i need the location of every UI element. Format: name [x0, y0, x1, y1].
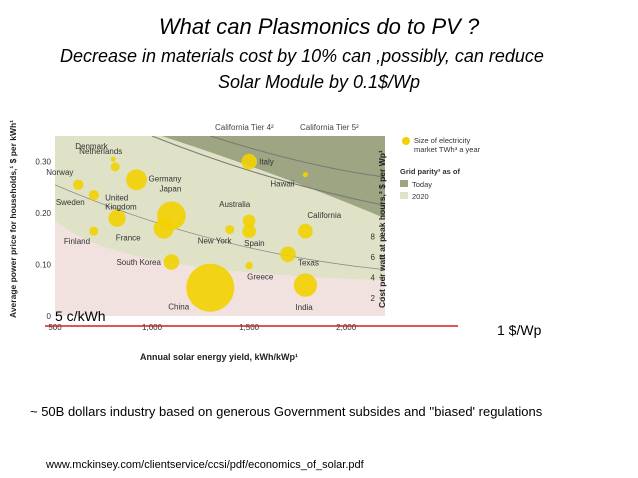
point-label: China: [168, 303, 189, 312]
bubble-hawaii: [302, 171, 309, 178]
bubble-spain: [242, 224, 256, 239]
x-tick-label: 1,000: [142, 323, 163, 332]
point-label: Netherlands: [79, 147, 122, 156]
bubble-texas: [280, 246, 296, 263]
x-axis-ticks: 500 1,000 1,500 2,000: [48, 323, 356, 332]
y2-tick-label: 8: [371, 232, 376, 241]
y2-axis-label: Cost per watt at peak hours,³ $ per Wp¹: [377, 150, 387, 308]
y2-tick-label: 4: [371, 273, 376, 282]
point-label: Hawaii: [270, 180, 294, 189]
point-label: Denmark: [75, 142, 108, 151]
curve-label-tier4: California Tier 4²: [215, 123, 274, 132]
bubble-norway: [73, 179, 84, 191]
y2-axis-ticks: 2 4 6 8: [371, 232, 385, 303]
y-axis-ticks: 0 0.10 0.20 0.30: [35, 158, 51, 321]
slide-title: What can Plasmonics do to PV ?: [158, 14, 480, 39]
source-url: www.mckinsey.com/clientservice/ccsi/pdf/…: [46, 459, 364, 471]
bubble-australia: [242, 214, 256, 228]
point-label: Sweden: [56, 198, 85, 207]
y-tick-label: 0: [47, 312, 52, 321]
legend-today-label: Today: [412, 180, 432, 189]
bubble-united-kingdom: [108, 209, 126, 227]
point-label: United Kingdom: [105, 193, 137, 211]
bubble-netherlands: [110, 162, 120, 172]
cost-curve: [55, 184, 385, 271]
x-tick-label: 2,000: [336, 323, 357, 332]
y2-tick-label: 6: [371, 253, 376, 262]
bubbles: [73, 153, 318, 312]
footnote: ~ 50B dollars industry based on generous…: [30, 404, 543, 419]
california-tier4-curve: [151, 136, 385, 206]
point-label: California: [307, 211, 341, 220]
bubble-sweden: [88, 189, 100, 201]
point-label: Spain: [244, 239, 264, 248]
curve-label-tier5: California Tier 5²: [300, 123, 359, 132]
grid-parity-today-zone: [161, 136, 385, 219]
point-label: New York: [198, 237, 233, 246]
legend-2020-swatch: [400, 192, 408, 199]
bubble-finland: [89, 226, 99, 236]
point-label: France: [116, 234, 141, 243]
y-axis-label: Average power price for households,¹ $ p…: [8, 120, 18, 318]
bubble-south-korea: [163, 254, 180, 270]
point-label: Finland: [64, 237, 90, 246]
slide-subtitle-line2: Solar Module by 0.1$/Wp: [217, 72, 421, 92]
point-label: Texas: [298, 258, 319, 267]
legend-parity-title: Grid parity³ as of: [400, 167, 461, 176]
bubble-china: [186, 263, 235, 312]
right-marker-label: 1 $/Wp: [497, 322, 542, 338]
bubble-india: [293, 273, 318, 297]
slide-subtitle-line1: Decrease in materials cost by 10% can ,p…: [60, 46, 544, 66]
legend-bubble-icon: [402, 137, 410, 145]
y-tick-label: 0.30: [35, 158, 51, 167]
bubble-california: [298, 223, 313, 239]
point-label: India: [295, 303, 313, 312]
legend-bubble-label: Size of electricity market TWh³ a year: [414, 136, 481, 154]
x-tick-label: 500: [48, 323, 62, 332]
legend: Size of electricity market TWh³ a year Gr…: [400, 136, 481, 201]
legend-today-swatch: [400, 180, 408, 187]
bubble-new-york: [225, 225, 235, 235]
x-axis-label: Annual solar energy yield, kWh/kWp¹: [140, 352, 298, 362]
california-tier5-curve: [210, 136, 385, 178]
point-label: Italy: [259, 158, 274, 167]
y-tick-label: 0.10: [35, 261, 51, 270]
point-label: Germany: [149, 175, 182, 184]
bubble-germany: [126, 169, 147, 191]
point-label: Australia: [219, 200, 251, 209]
point-label: South Korea: [116, 258, 161, 267]
left-marker-label: 5 c/kWh: [55, 308, 106, 324]
bubble-greece: [245, 261, 253, 270]
bubble-italy: [241, 153, 257, 170]
y-tick-label: 0.20: [35, 209, 51, 218]
point-label: Greece: [247, 273, 274, 282]
point-label: Japan: [159, 185, 181, 194]
legend-2020-label: 2020: [412, 192, 429, 201]
x-tick-label: 1,500: [239, 323, 260, 332]
bubble-france: [153, 218, 174, 239]
y2-tick-label: 2: [371, 294, 376, 303]
bubble-denmark: [110, 156, 116, 162]
point-label: Norway: [46, 168, 73, 177]
